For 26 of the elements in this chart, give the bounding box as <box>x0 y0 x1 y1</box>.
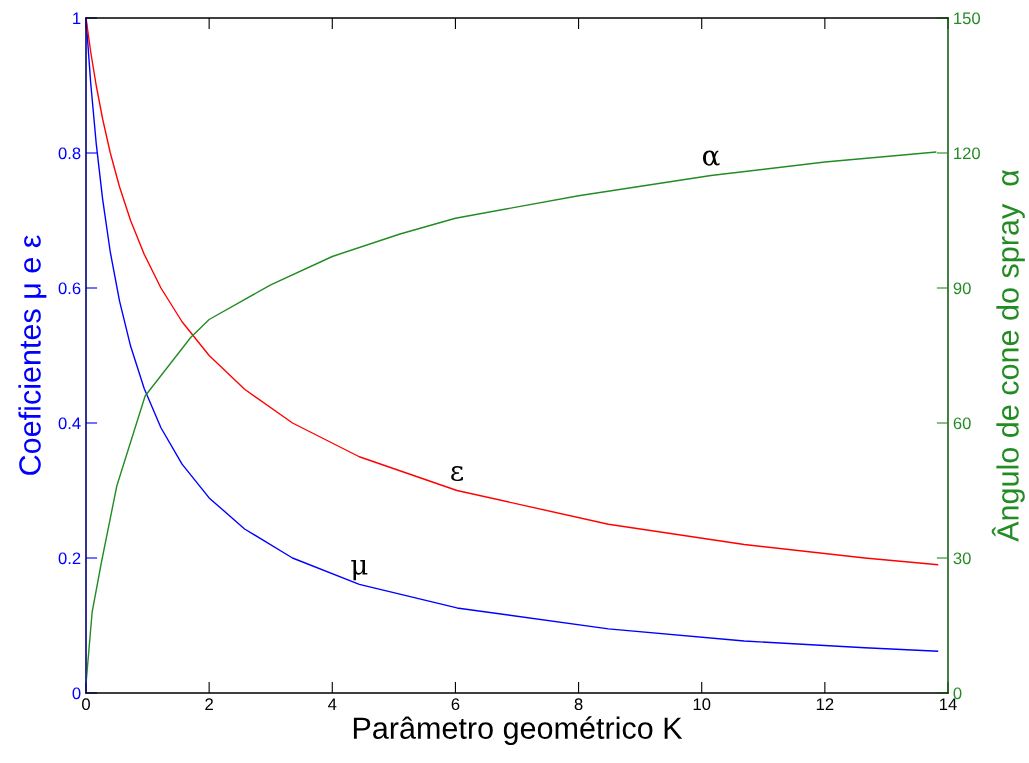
y2-axis-title: Ângulo de cone do spray α <box>991 170 1025 542</box>
annotation: ε <box>451 465 463 482</box>
y-tick-label: 0.4 <box>58 417 81 430</box>
x-tick-label: 4 <box>328 698 337 710</box>
x-tick-label: 6 <box>451 698 460 711</box>
x-tick-label: 12 <box>816 698 834 710</box>
y-tick-label: 0.8 <box>58 147 81 160</box>
y2-tick-label: 150 <box>954 12 981 25</box>
x-tick-label: 8 <box>574 698 583 711</box>
y2-tick-label: 0 <box>953 687 962 700</box>
y-axis-title: Coeficientes μ e ε <box>18 235 47 475</box>
x-tick-label: 14 <box>940 698 957 710</box>
y-tick-label: 0.2 <box>58 552 81 565</box>
y2-tick-label: 90 <box>953 282 971 295</box>
y2-tick-label: 60 <box>953 417 971 430</box>
y-tick-label: 0 <box>72 687 81 700</box>
annotation: α <box>702 150 720 166</box>
y2-tick-label: 120 <box>954 147 981 160</box>
x-tick-label: 2 <box>205 698 213 710</box>
x-axis-title: Parâmetro geométrico K <box>353 716 683 746</box>
x-tick-label: 10 <box>693 698 711 711</box>
y-tick-label: 1 <box>73 12 81 25</box>
annotation: μ <box>351 559 368 581</box>
y2-tick-label: 30 <box>953 552 971 565</box>
y-tick-label: 0.6 <box>58 282 81 295</box>
x-tick-label: 0 <box>82 698 90 711</box>
